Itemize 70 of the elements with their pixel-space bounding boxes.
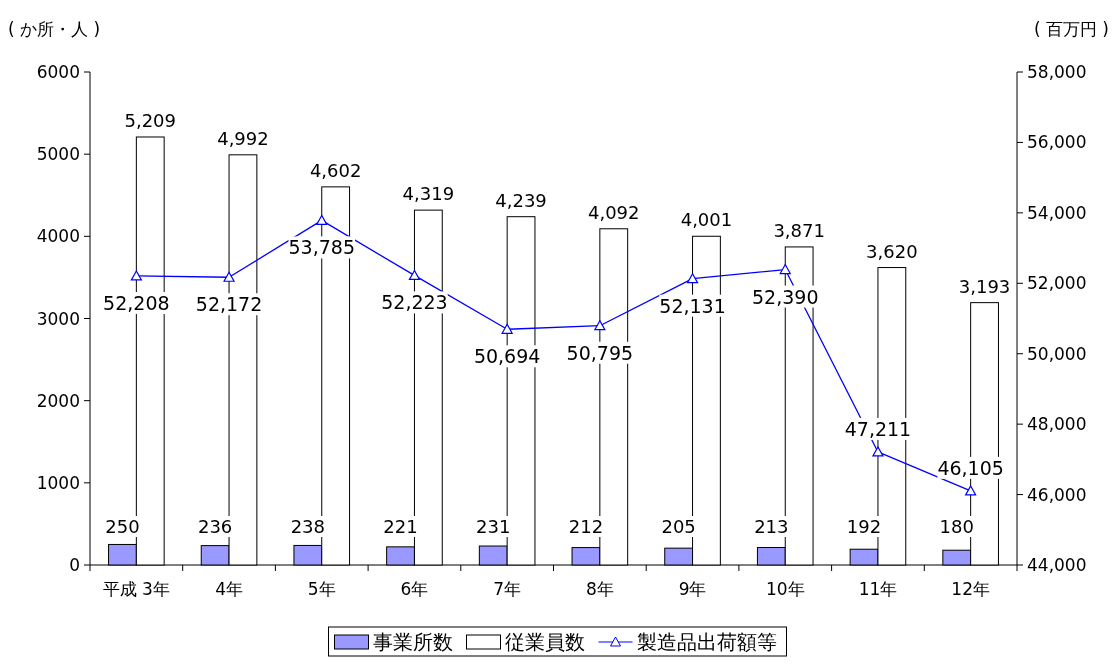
y2-tick-label: 58,000 [1027,62,1087,82]
y2-axis-title: ( 百万円 ) [1033,19,1109,39]
data-label: 205 [661,516,696,537]
y-tick-label: 3000 [36,308,80,329]
data-label: 52,172 [195,293,263,316]
y-tick-label: 4000 [36,226,80,247]
data-label: 4,319 [402,183,455,205]
data-label: 231 [476,516,511,537]
legend-label: 従業員数 [504,630,585,654]
data-label: 50,795 [566,341,634,364]
y2-tick-label: 56,000 [1027,132,1087,153]
data-label: 46,105 [937,456,1004,479]
y2-tick-label: 52,000 [1027,273,1087,294]
y2-tick-label: 50,000 [1027,343,1087,364]
y-tick-label: 2000 [36,390,80,411]
data-label: 4,001 [680,209,733,231]
legend-label: 製造品出荷額等 [636,630,777,654]
point [130,270,142,281]
legend-label: 事業所数 [372,630,453,654]
data-label: 3,193 [958,275,1011,297]
data-label: 4,092 [587,201,640,223]
data-label: 238 [290,516,326,537]
data-label: 192 [846,516,882,537]
point [316,214,328,226]
data-label: 212 [568,516,604,537]
x-tick-label: 5年 [307,579,336,599]
data-label: 52,390 [752,285,819,308]
point [779,263,791,275]
x-tick-label: 12年 [951,579,990,599]
y2-tick-label: 44,000 [1027,555,1087,575]
data-label: 221 [383,516,418,537]
point [965,485,977,496]
y-tick-label: 0 [69,555,80,575]
point [501,323,513,334]
x-tick-label: 11年 [858,579,898,599]
data-label: 180 [939,516,974,537]
data-label: 250 [105,516,140,537]
point [408,269,421,281]
point [223,271,235,282]
y-tick-label: 1000 [36,472,80,493]
point [594,320,606,331]
x-tick-label: 平成 3年 [102,579,170,599]
x-tick-label: 10年 [765,579,805,599]
y-tick-label: 5000 [36,144,80,165]
point [872,446,884,457]
data-label: 4,239 [495,189,547,211]
data-label: 52,223 [381,291,448,314]
x-tick-label: 8年 [585,579,614,599]
x-tick-label: 7年 [493,579,522,599]
x-tick-label: 9年 [678,579,707,599]
y2-tick-label: 46,000 [1027,484,1087,505]
y-tick-label: 6000 [36,62,80,82]
data-label: 5,209 [124,109,177,131]
data-label: 4,992 [217,127,269,149]
data-label: 236 [197,516,233,537]
y2-tick-label: 54,000 [1027,202,1087,223]
data-label: 47,211 [844,417,912,440]
x-tick-label: 6年 [400,579,429,599]
y-axis-title: ( か所・人 ) [8,19,101,39]
data-label: 53,785 [288,236,355,259]
data-label: 52,131 [659,294,726,317]
data-label: 3,620 [866,240,918,262]
y2-tick-label: 48,000 [1027,414,1087,435]
data-label: 3,871 [773,219,825,241]
data-label: 4,602 [309,159,362,181]
point [686,273,699,284]
data-label: 50,694 [473,345,541,368]
data-label: 213 [754,516,789,537]
data-label: 52,208 [103,291,170,314]
x-tick-label: 4年 [215,579,243,599]
